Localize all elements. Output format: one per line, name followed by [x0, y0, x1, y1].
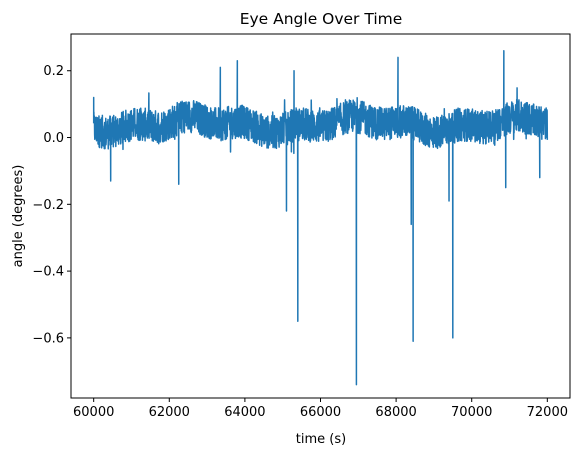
- y-tick-label: −0.6: [32, 331, 64, 346]
- x-tick-label: 68000: [375, 405, 416, 420]
- y-tick-label: −0.2: [32, 198, 64, 213]
- y-axis-label: angle (degrees): [11, 165, 26, 268]
- y-tick-label: −0.4: [32, 265, 64, 280]
- x-tick-label: 66000: [300, 405, 341, 420]
- x-tick-label: 72000: [527, 405, 568, 420]
- x-tick-label: 70000: [451, 405, 492, 420]
- y-tick-label: 0.0: [43, 131, 64, 146]
- x-tick-label: 60000: [73, 405, 114, 420]
- y-tick-label: 0.2: [43, 64, 64, 79]
- x-axis: 60000 62000 64000 66000 68000 70000 72000: [73, 398, 568, 420]
- x-tick-label: 62000: [149, 405, 190, 420]
- x-axis-label: time (s): [296, 432, 346, 447]
- chart-title: Eye Angle Over Time: [240, 10, 403, 28]
- y-axis: −0.6 −0.4 −0.2 0.0 0.2: [32, 64, 71, 346]
- x-tick-label: 64000: [224, 405, 265, 420]
- series-line-eye-angle: [92, 49, 549, 386]
- axes-frame: [70, 33, 571, 399]
